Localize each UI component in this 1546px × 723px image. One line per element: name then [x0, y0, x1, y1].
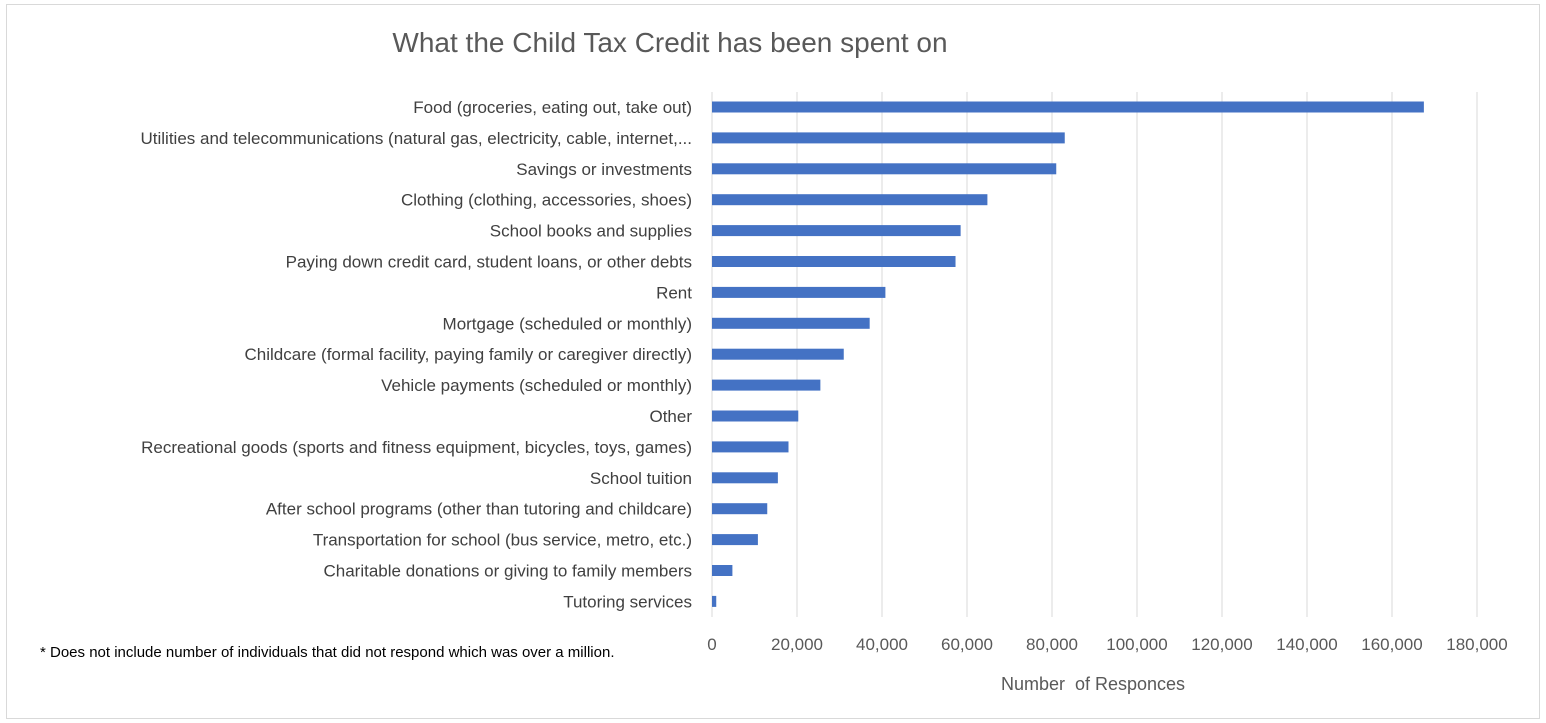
category-label: Tutoring services [563, 592, 692, 611]
bar [712, 286, 886, 298]
category-label: Clothing (clothing, accessories, shoes) [401, 191, 692, 210]
footnote: * Does not include number of individuals… [40, 644, 615, 661]
bar [712, 503, 768, 515]
category-label: Other [649, 407, 692, 426]
x-tick-label: 60,000 [941, 635, 993, 654]
x-tick-label: 100,000 [1106, 635, 1167, 654]
category-label: Mortgage (scheduled or monthly) [443, 314, 692, 333]
x-tick-label: 140,000 [1276, 635, 1337, 654]
category-label: Savings or investments [516, 160, 692, 179]
category-label: Vehicle payments (scheduled or monthly) [381, 376, 692, 395]
category-label: Charitable donations or giving to family… [323, 562, 692, 581]
bar [712, 317, 870, 329]
bar [712, 595, 717, 607]
bar [712, 565, 733, 576]
category-label: Food (groceries, eating out, take out) [413, 98, 692, 117]
bar [712, 256, 956, 267]
x-tick-label: 120,000 [1191, 635, 1252, 654]
bar [712, 534, 758, 546]
category-label: Childcare (formal facility, paying famil… [245, 345, 693, 364]
x-tick-label: 80,000 [1026, 635, 1078, 654]
category-label: School tuition [590, 469, 692, 488]
bar [712, 348, 844, 360]
x-tick-label: 40,000 [856, 635, 908, 654]
x-tick-label: 180,000 [1446, 635, 1507, 654]
bar [712, 410, 799, 422]
gridlines [711, 92, 1478, 617]
x-tick-label: 0 [707, 635, 716, 654]
category-label: Utilities and telecommunications (natura… [141, 129, 693, 148]
bars [712, 101, 1424, 607]
x-tick-label: 160,000 [1361, 635, 1422, 654]
bar [712, 132, 1065, 144]
category-label: Rent [656, 283, 692, 302]
category-label: Transportation for school (bus service, … [313, 531, 692, 550]
bar [712, 163, 1057, 175]
x-tick-label: 20,000 [771, 635, 823, 654]
category-label: After school programs (other than tutori… [266, 500, 692, 519]
x-axis-title: Number of Responces [1001, 674, 1185, 694]
chart-frame [6, 4, 1540, 719]
category-label: School books and supplies [490, 222, 692, 241]
bar [712, 101, 1424, 113]
category-label: Recreational goods (sports and fitness e… [141, 438, 692, 457]
bar [712, 225, 961, 237]
bar [712, 472, 778, 484]
chart-title: What the Child Tax Credit has been spent… [392, 27, 947, 58]
bar [712, 379, 821, 391]
category-label: Paying down credit card, student loans, … [286, 253, 692, 272]
bar [712, 194, 988, 206]
category-labels: Food (groceries, eating out, take out) Ut… [141, 98, 693, 611]
x-tick-labels: 0 20,000 40,000 60,000 80,000 100,000 120,000 1… [707, 635, 1507, 654]
bar [712, 441, 789, 453]
